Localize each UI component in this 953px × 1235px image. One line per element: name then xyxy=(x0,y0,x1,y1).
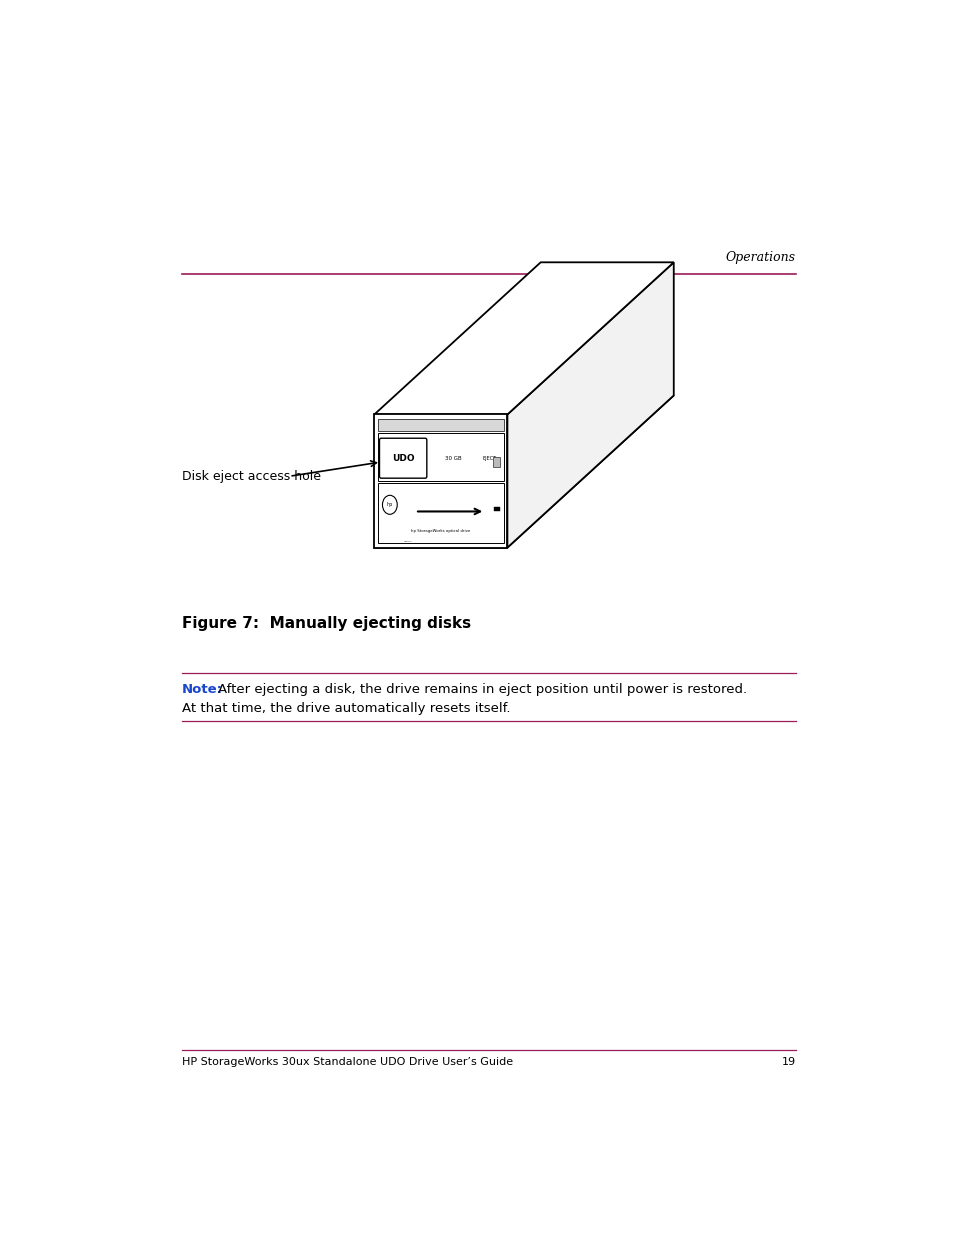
Polygon shape xyxy=(507,262,673,547)
Text: EJECT: EJECT xyxy=(481,456,496,461)
Circle shape xyxy=(382,495,396,514)
Text: 19: 19 xyxy=(781,1057,795,1067)
Text: Operations: Operations xyxy=(725,251,795,264)
Text: ____: ____ xyxy=(403,538,412,542)
Text: hp: hp xyxy=(386,503,393,508)
Text: After ejecting a disk, the drive remains in eject position until power is restor: After ejecting a disk, the drive remains… xyxy=(217,683,746,695)
Text: HP StorageWorks 30ux Standalone UDO Drive User’s Guide: HP StorageWorks 30ux Standalone UDO Driv… xyxy=(182,1057,513,1067)
Text: 30 GB: 30 GB xyxy=(444,456,460,461)
Bar xyxy=(377,483,503,543)
Polygon shape xyxy=(374,395,673,547)
Text: Disk eject access hole: Disk eject access hole xyxy=(182,469,321,483)
Bar xyxy=(494,506,499,511)
Text: hp StorageWorks optical drive: hp StorageWorks optical drive xyxy=(411,530,470,534)
Text: Figure 7:  Manually ejecting disks: Figure 7: Manually ejecting disks xyxy=(182,616,471,631)
Text: UDO: UDO xyxy=(392,453,414,463)
Polygon shape xyxy=(374,262,673,415)
Bar xyxy=(377,433,503,482)
Bar xyxy=(377,419,503,431)
Bar xyxy=(492,457,499,467)
Text: Note:: Note: xyxy=(182,683,223,695)
Text: At that time, the drive automatically resets itself.: At that time, the drive automatically re… xyxy=(182,701,510,715)
FancyBboxPatch shape xyxy=(379,438,426,478)
Polygon shape xyxy=(374,415,507,547)
